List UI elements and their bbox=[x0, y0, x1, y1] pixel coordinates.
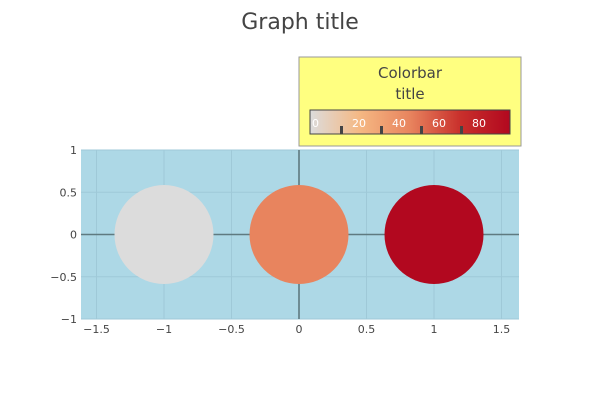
x-tick-label: 1 bbox=[431, 323, 438, 336]
colorbar-tick-mark bbox=[420, 126, 423, 134]
data-marker bbox=[384, 185, 484, 284]
y-tick-label: −1 bbox=[61, 313, 77, 326]
data-marker bbox=[249, 185, 349, 284]
y-axis-ticks: −1 −0.5 0 0.5 1 bbox=[50, 144, 77, 326]
x-tick-label: 0 bbox=[296, 323, 303, 336]
colorbar-title-line-1: Colorbar bbox=[378, 64, 443, 82]
x-tick-label: −0.5 bbox=[218, 323, 245, 336]
colorbar-tick-label: 20 bbox=[352, 117, 366, 130]
colorbar-tick-label: 80 bbox=[472, 117, 486, 130]
colorbar-tick-mark bbox=[340, 126, 343, 134]
colorbar: Colorbar title 0 20 40 60 80 bbox=[298, 56, 522, 147]
colorbar-gradient bbox=[309, 109, 511, 135]
x-tick-label: 0.5 bbox=[358, 323, 376, 336]
data-marker bbox=[114, 185, 214, 284]
y-tick-label: 0 bbox=[70, 229, 77, 242]
colorbar-tick-mark bbox=[380, 126, 383, 134]
x-tick-label: −1 bbox=[156, 323, 172, 336]
x-axis-ticks: −1.5 −1 −0.5 0 0.5 1 1.5 bbox=[83, 323, 510, 336]
colorbar-tick-label: 0 bbox=[312, 117, 319, 130]
colorbar-tick-label: 60 bbox=[432, 117, 446, 130]
colorbar-tick-label: 40 bbox=[392, 117, 406, 130]
chart-title: Graph title bbox=[241, 10, 359, 35]
y-tick-label: −0.5 bbox=[50, 271, 77, 284]
x-tick-label: −1.5 bbox=[83, 323, 110, 336]
colorbar-title-line-2: title bbox=[395, 85, 424, 103]
x-tick-label: 1.5 bbox=[493, 323, 511, 336]
y-tick-label: 1 bbox=[70, 144, 77, 157]
data-markers bbox=[114, 185, 484, 284]
colorbar-ticks: 0 20 40 60 80 bbox=[312, 117, 486, 134]
y-tick-label: 0.5 bbox=[60, 186, 78, 199]
colorbar-tick-mark bbox=[460, 126, 463, 134]
